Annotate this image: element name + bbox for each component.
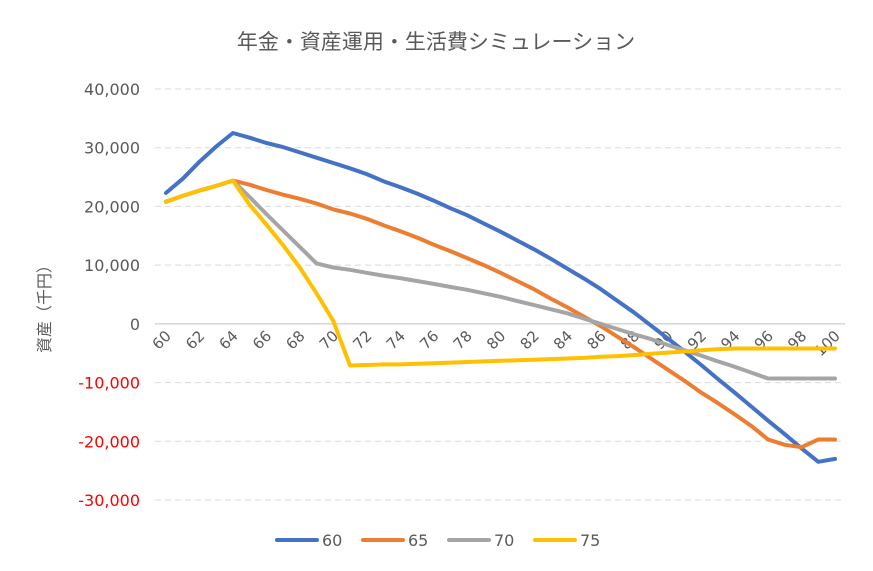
series-lines	[164, 131, 837, 464]
y-tick-label: -30,000	[78, 491, 140, 510]
x-tick-label: 100	[811, 327, 844, 360]
x-tick-label: 66	[249, 327, 275, 353]
legend-label-70: 70	[494, 531, 514, 550]
y-tick-label: -20,000	[78, 432, 140, 451]
x-tick-label: 60	[149, 327, 175, 353]
x-axis-ticks: 60 62 64 66 68 70 72 74 76 78 80 82 84 86 88 90 92 94 96 98…	[149, 327, 844, 360]
x-tick-label: 76	[416, 327, 442, 353]
gridlines	[155, 88, 845, 501]
legend-label-60: 60	[322, 531, 342, 550]
legend-label-65: 65	[408, 531, 428, 550]
y-tick-label: 10,000	[84, 256, 140, 275]
series-line-75	[164, 178, 837, 368]
y-axis-title: 資産（千円）	[35, 257, 54, 353]
legend-label-75: 75	[580, 531, 600, 550]
x-tick-label: 78	[450, 327, 476, 353]
x-tick-label: 84	[550, 327, 576, 353]
y-tick-label: 30,000	[84, 139, 140, 158]
x-tick-label: 72	[349, 327, 375, 353]
x-tick-label: 74	[383, 327, 409, 353]
y-tick-label: 20,000	[84, 197, 140, 216]
y-tick-label: 0	[130, 315, 140, 334]
series-line-70	[164, 178, 837, 381]
y-axis-ticks: 40,000 30,000 20,000 10,000 0 -10,000 -20,000 -…	[78, 80, 140, 510]
x-tick-label: 68	[282, 327, 308, 353]
x-tick-label: 80	[483, 327, 509, 353]
series-line-60	[164, 131, 837, 464]
x-tick-label: 62	[182, 327, 208, 353]
chart-title: 年金・資産運用・生活費シミュレーション	[237, 30, 635, 54]
x-tick-label: 64	[215, 327, 241, 353]
x-tick-label: 82	[517, 327, 543, 353]
legend: 60 65 70 75	[275, 531, 600, 550]
series-line-65	[164, 178, 837, 450]
y-tick-label: 40,000	[84, 80, 140, 99]
y-tick-label: -10,000	[78, 374, 140, 393]
